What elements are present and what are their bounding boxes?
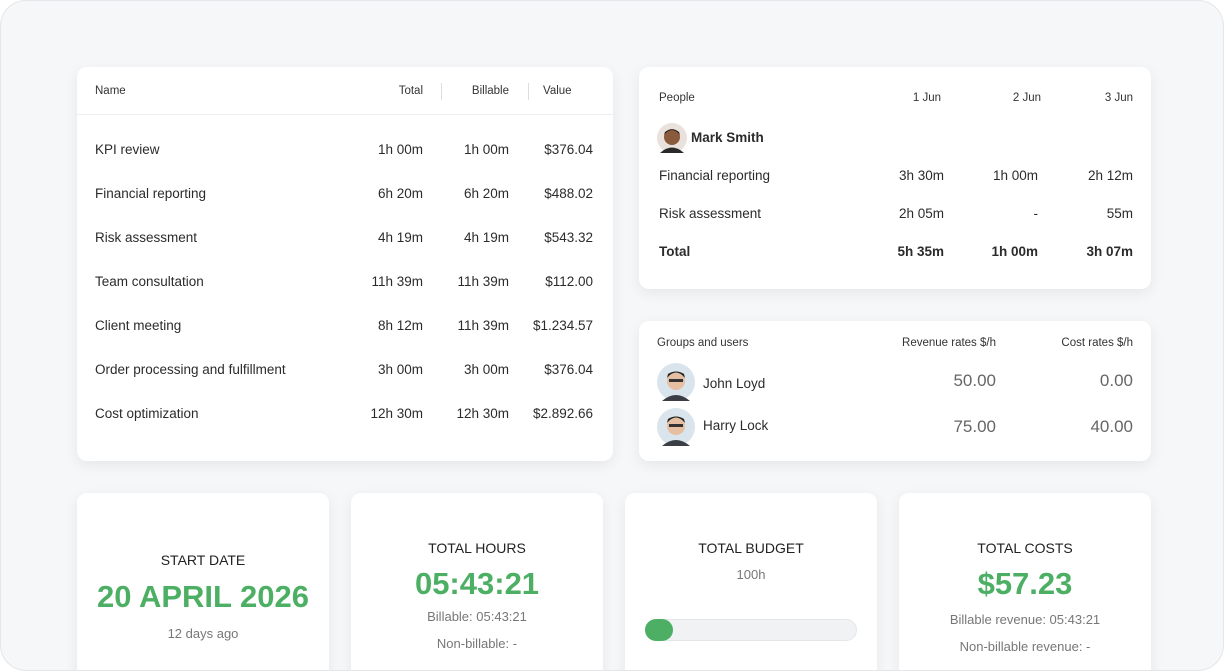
stat-note: 100h (736, 567, 766, 582)
stat-title: START DATE (160, 552, 246, 568)
column-divider (528, 83, 529, 100)
column-header: Billable (471, 85, 509, 97)
stat-note: 12 days ago (167, 626, 239, 641)
table-cell: Cost optimization (95, 406, 199, 421)
table-cell: Team consultation (95, 274, 204, 289)
people-cell: 1h 00m (992, 168, 1038, 183)
table-cell: 11h 39m (371, 274, 423, 289)
people-cell: - (1033, 206, 1039, 221)
stat-note: Billable: 05:43:21 (427, 609, 527, 624)
budget-progress-track (645, 619, 857, 641)
table-cell: Client meeting (95, 318, 182, 333)
column-header: Value (543, 85, 572, 97)
column-header: Revenue rates $/h (902, 337, 996, 349)
column-header: People (659, 92, 695, 104)
people-cell: 55m (1106, 206, 1133, 221)
table-cell: $1.234.57 (532, 318, 593, 333)
table-cell: 4h 19m (377, 230, 423, 245)
stat-card: TOTAL BUDGET 100h (625, 493, 877, 670)
total-cell: 5h 35m (897, 244, 944, 259)
column-divider (441, 83, 442, 100)
column-header: 3 Jun (1104, 92, 1133, 104)
total-cell: 1h 00m (991, 244, 1038, 259)
table-cell: 11h 39m (457, 318, 509, 333)
table-cell: Risk assessment (95, 230, 198, 245)
person-name: Mark Smith (691, 130, 764, 145)
table-cell: 11h 39m (457, 274, 509, 289)
column-header: 1 Jun (912, 92, 941, 104)
table-cell: KPI review (95, 142, 160, 157)
people-cell: 3h 30m (898, 168, 944, 183)
people-cell: Financial reporting (659, 168, 771, 183)
table-cell: $488.02 (544, 186, 593, 201)
table-cell: $543.32 (544, 230, 593, 245)
table-cell: 12h 30m (456, 406, 509, 421)
stat-note: Non-billable: - (436, 636, 518, 651)
stat-card: TOTAL HOURS 05:43:21 Billable: 05:43:21 Non… (351, 493, 603, 670)
table-cell: 4h 19m (463, 230, 509, 245)
budget-progress-fill (645, 619, 673, 641)
avatar (657, 363, 695, 401)
column-header: Cost rates $/h (1061, 337, 1133, 349)
people-cell: 2h 05m (898, 206, 944, 221)
table-cell: 3h 00m (377, 362, 423, 377)
header-divider (77, 114, 613, 115)
rate-value: 75.00 (953, 417, 996, 436)
column-header: Total (398, 85, 423, 97)
rates-card: Groups and users Revenue rates $/h Cost ra… (639, 321, 1151, 461)
table-cell: $376.04 (544, 142, 593, 157)
column-header: 2 Jun (1012, 92, 1041, 104)
stat-value: 20 APRIL 2026 (97, 579, 309, 614)
column-header: Groups and users (657, 337, 749, 349)
table-cell: 3h 00m (463, 362, 509, 377)
time-table-card: Name Total Billable Value KPI review 1h 00m 1h… (77, 67, 613, 461)
people-cell: Risk assessment (659, 206, 762, 221)
avatar (657, 408, 695, 446)
table-cell: Financial reporting (95, 186, 207, 201)
table-cell: 6h 20m (463, 186, 509, 201)
table-cell: 12h 30m (370, 406, 423, 421)
table-cell: $112.00 (545, 274, 593, 289)
people-card: People 1 Jun 2 Jun 3 Jun Mark Smith Financial… (639, 67, 1151, 289)
column-header: Name (95, 85, 126, 97)
table-cell: $376.04 (544, 362, 593, 377)
table-cell: 1h 00m (463, 142, 509, 157)
stat-note: Billable revenue: 05:43:21 (949, 612, 1101, 627)
total-cell: 3h 07m (1086, 244, 1133, 259)
rate-value: 50.00 (953, 371, 996, 390)
stat-note: Non-billable revenue: - (959, 639, 1091, 654)
stat-value: $57.23 (977, 566, 1073, 601)
stat-title: TOTAL BUDGET (698, 540, 804, 556)
table-cell: Order processing and fulfillment (95, 362, 286, 377)
stat-card: START DATE 20 APRIL 2026 12 days ago (77, 493, 329, 670)
table-cell: 8h 12m (377, 318, 423, 333)
people-cell: 2h 12m (1087, 168, 1133, 183)
stat-title: TOTAL HOURS (428, 540, 526, 556)
total-cell: Total (659, 244, 691, 259)
stat-card: TOTAL COSTS $57.23 Billable revenue: 05:43… (899, 493, 1151, 670)
table-cell: 1h 00m (377, 142, 423, 157)
table-cell: $2.892.66 (532, 406, 593, 421)
stat-value: 05:43:21 (414, 566, 540, 601)
user-name: Harry Lock (703, 418, 769, 433)
stat-title: TOTAL COSTS (977, 540, 1073, 556)
avatar (657, 123, 687, 153)
user-name: John Loyd (703, 376, 766, 391)
rate-value: 40.00 (1090, 417, 1133, 436)
rate-value: 0.00 (1099, 371, 1133, 390)
table-cell: 6h 20m (377, 186, 423, 201)
